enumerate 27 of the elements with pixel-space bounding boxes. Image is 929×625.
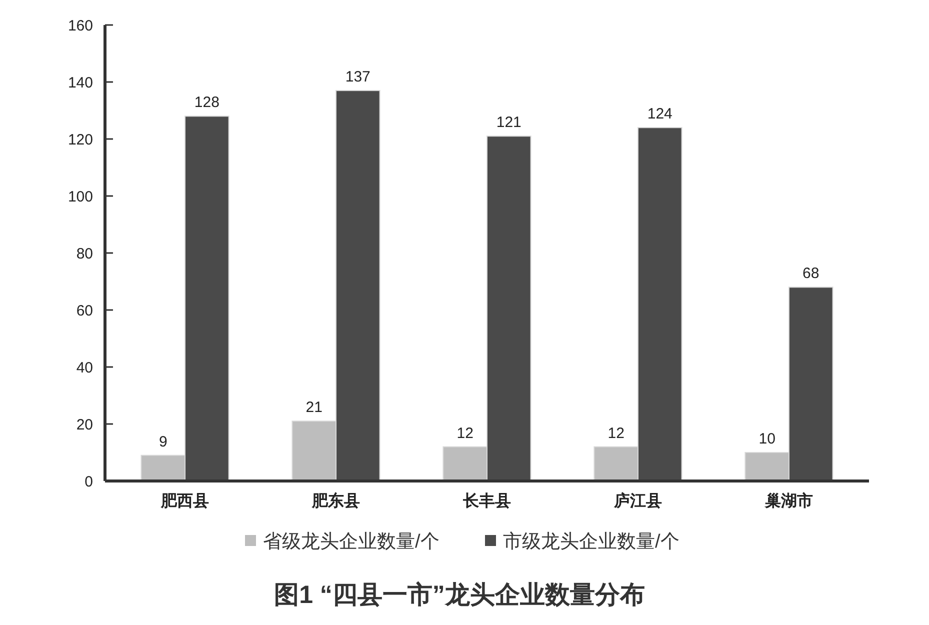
data-label: 128 — [194, 94, 220, 112]
y-tick-label: 20 — [76, 416, 93, 434]
text: 图1 “四县一市”龙头企业数量分布 — [274, 581, 645, 609]
data-label: 12 — [456, 424, 474, 442]
data-label: 121 — [496, 114, 522, 132]
x-tick-label: 庐江县 — [612, 491, 662, 510]
y-tick-label: 60 — [76, 302, 93, 320]
data-label: 9 — [158, 433, 168, 450]
x-tick-label: 巢湖市 — [764, 492, 813, 510]
data-label: 124 — [647, 106, 672, 123]
y-tick-label: 140 — [68, 74, 93, 92]
data-label: 137 — [345, 68, 370, 86]
x-tick-label: 肥西县 — [160, 492, 210, 510]
y-tick-label: 120 — [68, 131, 93, 148]
x-tick-label: 长丰县 — [462, 492, 511, 510]
data-label: 21 — [306, 399, 322, 416]
y-tick-label: 0 — [84, 473, 93, 490]
data-label: 12 — [608, 424, 624, 442]
data-label: 10 — [758, 430, 776, 448]
data-label: 68 — [802, 265, 820, 282]
y-tick-label: 160 — [68, 17, 93, 34]
y-tick-label: 80 — [76, 245, 93, 262]
legend-label: 市级龙头企业数量/个 — [503, 530, 680, 553]
x-tick-label: 肥东县 — [311, 492, 360, 510]
legend-label: 省级龙头企业数量/个 — [263, 532, 440, 553]
y-tick-label: 100 — [68, 188, 93, 206]
y-tick-label: 40 — [76, 359, 93, 376]
